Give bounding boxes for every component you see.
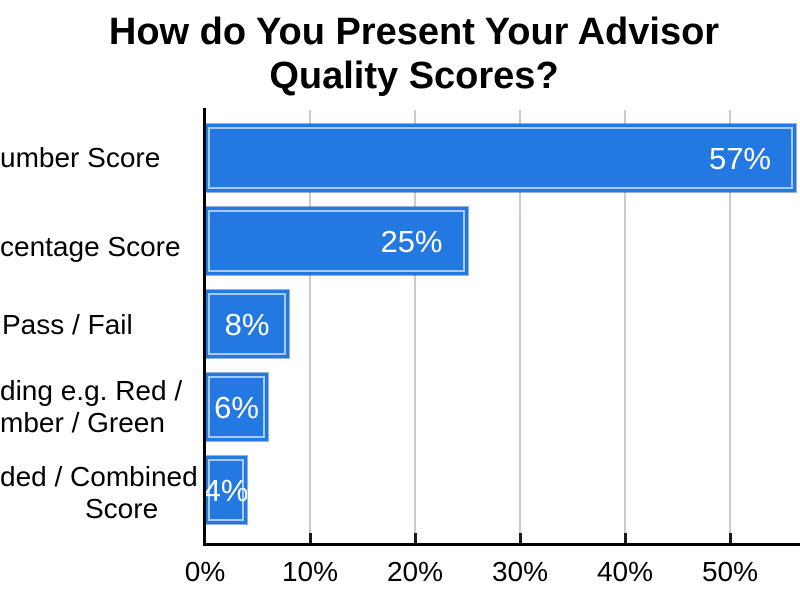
chart-title: How do You Present Your Advisor Quality …: [14, 10, 800, 98]
x-tick-label-50: 50%: [701, 556, 759, 587]
gridline-30: [519, 110, 521, 543]
bar-0: 57%: [204, 123, 797, 193]
bar-1: 25%: [204, 206, 469, 276]
category-label-3-line-1: mber / Green: [0, 407, 165, 438]
bar-4: 4%: [203, 455, 249, 525]
x-tick-20: [414, 533, 417, 543]
x-tick-label-0: 0%: [184, 556, 226, 587]
category-label-4-line-0: ded / Combined: [0, 461, 198, 492]
y-axis-line: [203, 108, 206, 546]
gridline-10: [309, 110, 311, 543]
bar-2: 8%: [204, 289, 290, 359]
chart-title-line-2: Quality Scores?: [269, 55, 559, 97]
bar-value-label: 8%: [224, 306, 270, 342]
chart-title-line-1: How do You Present Your Advisor: [108, 11, 720, 53]
gridline-50: [729, 110, 731, 543]
category-label-1-line-0: centage Score: [0, 231, 181, 262]
bar-3: 6%: [204, 372, 269, 442]
x-tick-label-30: 30%: [491, 556, 549, 587]
x-tick-30: [519, 533, 522, 543]
plot-area: 57% 25% 8% 6% 4%: [203, 110, 800, 543]
gridline-40: [624, 110, 626, 543]
category-label-4-line-1: Score: [85, 493, 159, 524]
x-tick-50: [729, 533, 732, 543]
x-tick-label-40: 40%: [596, 556, 654, 587]
bar-value-label: 57%: [708, 140, 771, 176]
category-label-0-line-0: umber Score: [0, 142, 161, 173]
bar-value-label: 6%: [214, 389, 259, 425]
category-label-2-line-0: Pass / Fail: [2, 309, 133, 340]
gridline-20: [414, 110, 416, 543]
category-label-3-line-0: ding e.g. Red /: [0, 375, 183, 406]
x-tick-10: [309, 533, 312, 543]
x-axis-line: [203, 543, 800, 546]
bar-value-label: 4%: [203, 472, 249, 508]
x-tick-label-20: 20%: [386, 556, 444, 587]
bar-value-label: 25%: [380, 223, 443, 259]
x-tick-label-10: 10%: [281, 556, 339, 587]
x-tick-40: [624, 533, 627, 543]
